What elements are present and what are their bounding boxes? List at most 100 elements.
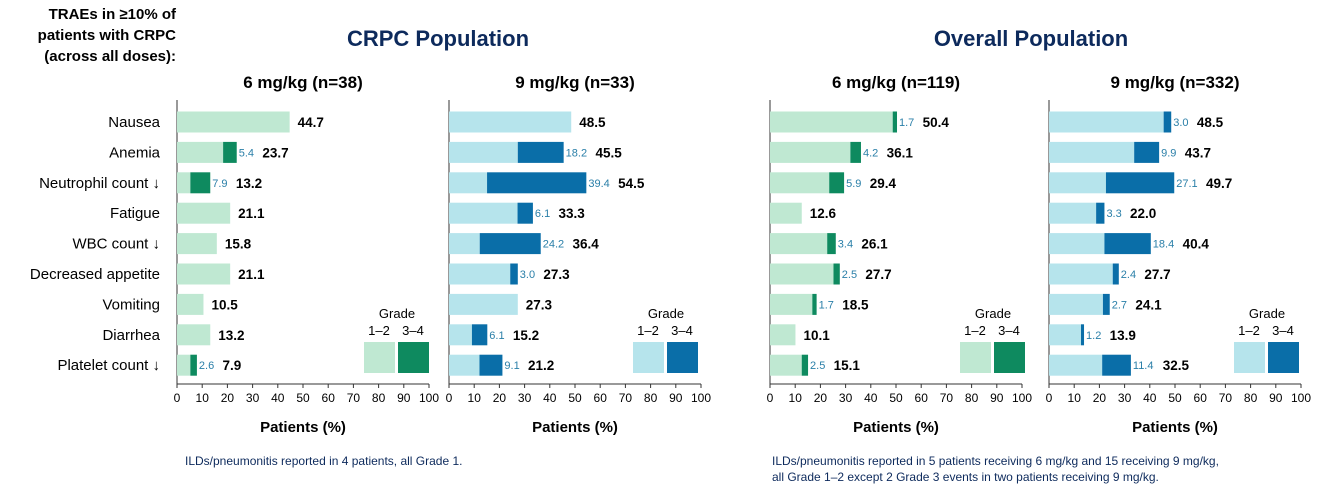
total-value-label: 15.8 xyxy=(225,237,252,252)
total-value-label: 54.5 xyxy=(618,176,645,191)
side-title-line: patients with CRPC xyxy=(37,27,176,44)
grade-3-4-value-label: 9.1 xyxy=(504,360,519,372)
x-tick-label: 80 xyxy=(372,391,386,405)
bar-grade-3-4 xyxy=(223,141,237,163)
total-value-label: 36.4 xyxy=(573,237,600,252)
total-value-label: 23.7 xyxy=(262,145,288,160)
x-tick-label: 40 xyxy=(271,391,285,405)
bar-grade-3-4 xyxy=(517,141,564,163)
bar-grade-1-2 xyxy=(770,293,813,315)
legend-label-grade-3-4: 3–4 xyxy=(671,323,693,338)
bar-grade-3-4 xyxy=(1163,111,1172,133)
bar-grade-3-4 xyxy=(510,263,518,285)
bar-grade-1-2 xyxy=(177,141,224,163)
bar-grade-1-2 xyxy=(449,202,518,224)
grade-3-4-value-label: 5.9 xyxy=(846,178,861,190)
x-tick-label: 40 xyxy=(543,391,557,405)
x-axis-label: Patients (%) xyxy=(260,419,346,436)
overall-footnote: ILDs/pneumonitis reported in 5 patients … xyxy=(772,453,1219,485)
legend-swatch-grade-1-2 xyxy=(960,342,991,373)
category-label: Platelet count ↓ xyxy=(57,357,160,374)
total-value-label: 50.4 xyxy=(923,115,950,130)
bar-grade-1-2 xyxy=(449,293,518,315)
bar-grade-3-4 xyxy=(1102,293,1110,315)
bar-grade-1-2 xyxy=(1049,293,1103,315)
grade-3-4-value-label: 7.9 xyxy=(212,178,227,190)
total-value-label: 49.7 xyxy=(1206,176,1232,191)
panel-title: 9 mg/kg (n=33) xyxy=(515,73,635,92)
bar-grade-1-2 xyxy=(1049,263,1113,285)
crpc-footnote: ILDs/pneumonitis reported in 4 patients,… xyxy=(185,454,463,468)
x-tick-label: 0 xyxy=(446,391,453,405)
total-value-label: 44.7 xyxy=(298,115,324,130)
total-value-label: 32.5 xyxy=(1163,358,1190,373)
x-tick-label: 20 xyxy=(493,391,507,405)
x-tick-label: 40 xyxy=(864,391,878,405)
bar-grade-1-2 xyxy=(177,172,191,194)
bar-grade-3-4 xyxy=(487,172,587,194)
x-tick-label: 80 xyxy=(644,391,658,405)
total-value-label: 15.2 xyxy=(513,328,539,343)
category-label: Diarrhea xyxy=(102,327,160,344)
x-tick-label: 60 xyxy=(322,391,336,405)
grade-3-4-value-label: 9.9 xyxy=(1161,147,1176,159)
x-tick-label: 30 xyxy=(518,391,532,405)
bar-grade-1-2 xyxy=(1049,233,1105,255)
bar-grade-1-2 xyxy=(177,324,211,346)
total-value-label: 10.1 xyxy=(803,328,830,343)
x-tick-label: 70 xyxy=(940,391,954,405)
total-value-label: 27.7 xyxy=(1144,267,1170,282)
panel-title: 9 mg/kg (n=332) xyxy=(1111,73,1240,92)
total-value-label: 13.9 xyxy=(1110,328,1136,343)
x-tick-label: 50 xyxy=(889,391,903,405)
legend-label-grade-1-2: 1–2 xyxy=(368,323,390,338)
bar-grade-3-4 xyxy=(833,263,840,285)
legend-title: Grade xyxy=(1249,306,1285,321)
x-tick-label: 30 xyxy=(246,391,260,405)
x-tick-label: 80 xyxy=(965,391,979,405)
total-value-label: 18.5 xyxy=(842,297,869,312)
bar-grade-3-4 xyxy=(1081,324,1085,346)
bar-grade-3-4 xyxy=(517,202,533,224)
total-value-label: 24.1 xyxy=(1135,297,1162,312)
bar-grade-3-4 xyxy=(1105,172,1175,194)
grade-3-4-value-label: 11.4 xyxy=(1133,360,1154,372)
bar-grade-1-2 xyxy=(449,354,480,376)
grade-3-4-value-label: 2.5 xyxy=(810,360,825,372)
bar-grade-1-2 xyxy=(770,263,834,285)
legend-title: Grade xyxy=(648,306,684,321)
category-label: Nausea xyxy=(108,114,160,131)
x-tick-label: 70 xyxy=(619,391,633,405)
bar-grade-1-2 xyxy=(770,172,830,194)
bar-grade-3-4 xyxy=(1112,263,1119,285)
x-tick-label: 10 xyxy=(789,391,803,405)
total-value-label: 27.7 xyxy=(865,267,891,282)
bar-grade-3-4 xyxy=(801,354,809,376)
x-tick-label: 10 xyxy=(468,391,482,405)
legend-title: Grade xyxy=(975,306,1011,321)
bar-grade-3-4 xyxy=(892,111,898,133)
x-tick-label: 0 xyxy=(1046,391,1053,405)
total-value-label: 15.1 xyxy=(834,358,861,373)
total-value-label: 10.5 xyxy=(211,297,238,312)
bar-grade-1-2 xyxy=(770,202,802,224)
x-axis-label: Patients (%) xyxy=(853,419,939,436)
panel-title: 6 mg/kg (n=38) xyxy=(243,73,363,92)
bar-grade-3-4 xyxy=(812,293,817,315)
grade-3-4-value-label: 3.0 xyxy=(1173,117,1188,129)
side-title-line: TRAEs in ≥10% of xyxy=(48,6,176,23)
overall-footnote-line: all Grade 1–2 except 2 Grade 3 events in… xyxy=(772,470,1159,484)
x-tick-label: 50 xyxy=(1168,391,1182,405)
bar-grade-1-2 xyxy=(1049,202,1097,224)
x-tick-label: 10 xyxy=(196,391,210,405)
bar-grade-1-2 xyxy=(449,263,511,285)
bar-grade-3-4 xyxy=(190,172,211,194)
overall-population-title: Overall Population xyxy=(933,26,1129,51)
bar-grade-1-2 xyxy=(770,141,851,163)
crpc-population-title: CRPC Population xyxy=(346,26,530,51)
x-tick-label: 90 xyxy=(397,391,411,405)
grade-3-4-value-label: 18.4 xyxy=(1153,239,1174,251)
bar-grade-1-2 xyxy=(1049,172,1106,194)
grade-3-4-value-label: 1.2 xyxy=(1086,330,1101,342)
bar-grade-1-2 xyxy=(449,233,480,255)
